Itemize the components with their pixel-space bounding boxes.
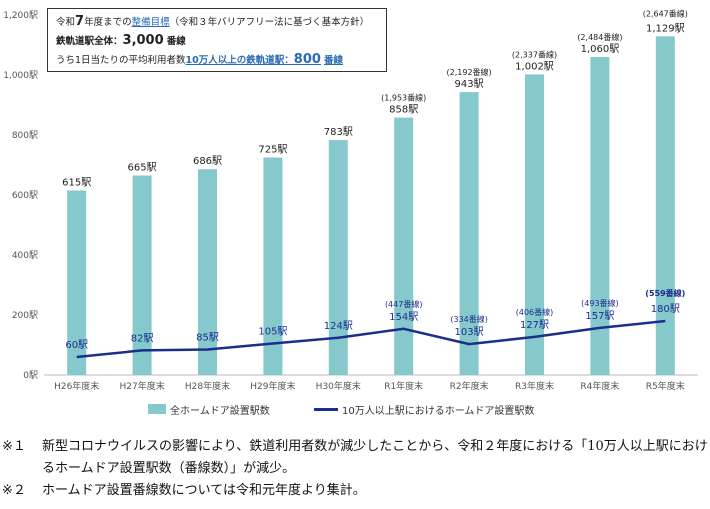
y-tick-label: 600駅	[12, 190, 38, 201]
target-line3-pre: うち1日当たりの平均利用者数	[56, 55, 186, 66]
target-line2-pre: 鉄軌道駅全体	[56, 36, 114, 47]
bar-value-label: 1,129駅	[646, 22, 685, 34]
legend: 全ホームドア設置駅数 10万人以上駅におけるホームドア設置駅数	[0, 401, 710, 417]
line-track-count-label: (406番線)	[516, 307, 554, 317]
target-line1-post: （令和３年バリアフリー法に基づく基本方針）	[169, 17, 370, 28]
bar	[394, 117, 414, 375]
x-tick-label: H26年度末	[54, 380, 99, 392]
line-value-label: 180駅	[651, 303, 680, 315]
target-line1-num: 7	[75, 14, 85, 29]
legend-line-swatch	[314, 408, 338, 411]
target-line-2: 鉄軌道駅全体：3,000 番線	[56, 32, 378, 51]
note-1-text: 新型コロナウイルスの影響により、鉄道利用者数が減少したことから、令和２年度におけ…	[42, 439, 708, 476]
line-track-count-label: (559番線)	[645, 288, 685, 298]
line-path	[76, 319, 666, 359]
y-tick-label: 1,200駅	[3, 10, 38, 21]
x-tick-label: H28年度末	[185, 380, 230, 392]
notes: ※１ 新型コロナウイルスの影響により、鉄道利用者数が減少したことから、令和２年度…	[2, 436, 708, 502]
bar-track-count-label: (2,192番線)	[447, 67, 492, 77]
y-tick-label: 1,000駅	[3, 70, 38, 81]
note-1-mark: ※１	[2, 439, 26, 454]
y-tick-label: 400駅	[12, 250, 38, 261]
x-axis: H26年度末 H27年度末 H28年度末 H29年度末 H30年度末 R1年度末 R2年度末…	[54, 380, 685, 392]
bar-track-count-label: (2,337番線)	[512, 49, 557, 59]
target-line1-link[interactable]: 整備目標	[131, 17, 170, 28]
target-line3-num: 800	[293, 52, 321, 67]
line-value-label: 103駅	[455, 326, 484, 338]
line-value-label: 157駅	[585, 310, 614, 322]
bar-value-label: 615駅	[62, 177, 91, 189]
y-axis: 0駅 200駅 400駅 600駅 800駅 1,000駅 1,200駅	[3, 10, 698, 381]
line-value-label: 124駅	[324, 320, 353, 332]
bar	[132, 175, 152, 375]
line-track-count-label: (447番線)	[385, 299, 423, 309]
x-tick-label: R2年度末	[450, 380, 489, 392]
legend-line-label: 10万人以上駅におけるホームドア設置駅数	[342, 406, 535, 417]
target-box: 令和7年度までの整備目標（令和３年バリアフリー法に基づく基本方針） 鉄軌道駅全体…	[47, 8, 387, 72]
target-line3-colon: ：	[284, 55, 294, 66]
line-track-count-label: (334番線)	[450, 314, 488, 324]
target-line-3: うち1日当たりの平均利用者数10万人以上の鉄軌道駅：800 番線	[56, 51, 378, 70]
legend-bar-label: 全ホームドア設置駅数	[170, 406, 270, 417]
note-2-mark: ※２	[2, 483, 26, 498]
target-line3-post: 番線	[323, 55, 343, 66]
target-line2-colon: ：	[113, 36, 123, 47]
line-value-label: 154駅	[389, 311, 418, 323]
line-series: 60駅 82駅 85駅 105駅 124駅 154駅 (447番線) 103駅 (334番線) 1…	[65, 288, 685, 359]
note-2-text: ホームドア設置番線数については令和元年度より集計。	[42, 483, 366, 498]
bar-value-label: 686駅	[193, 155, 222, 167]
note-2: ※２ ホームドア設置番線数については令和元年度より集計。	[2, 480, 708, 502]
bar-series: 615駅665駅686駅725駅783駅858駅(1,953番線)943駅(2,…	[62, 8, 688, 376]
bar-value-label: 943駅	[455, 78, 484, 90]
bar	[198, 169, 217, 375]
bar-value-label: 665駅	[128, 162, 157, 174]
target-line3-link[interactable]: 10万人以上の鉄軌道駅	[185, 55, 285, 66]
y-tick-label: 800駅	[12, 130, 38, 141]
x-tick-label: H27年度末	[119, 380, 164, 392]
target-line1-pre: 令和	[56, 17, 76, 28]
bar-track-count-label: (2,647番線)	[643, 8, 688, 18]
bar-track-count-label: (1,953番線)	[381, 93, 426, 103]
bar	[655, 36, 675, 376]
bar	[263, 157, 283, 375]
x-tick-label: R5年度末	[646, 380, 685, 392]
line-value-label: 127駅	[520, 319, 549, 331]
x-tick-label: H30年度末	[316, 380, 361, 392]
line-value-label: 60駅	[65, 339, 88, 351]
y-tick-label: 200駅	[12, 310, 38, 321]
x-tick-label: R1年度末	[384, 380, 423, 392]
line-value-label: 82駅	[131, 332, 154, 344]
bar	[459, 92, 479, 375]
bar-value-label: 858駅	[389, 104, 418, 116]
x-tick-label: R3年度末	[515, 380, 554, 392]
bar-track-count-label: (2,484番線)	[577, 32, 622, 42]
bar	[67, 190, 87, 375]
legend-bar-swatch	[148, 404, 166, 414]
bar	[590, 57, 610, 375]
bar-value-label: 725駅	[258, 144, 287, 156]
target-line2-post: 番線	[166, 36, 186, 47]
bar	[525, 74, 544, 376]
bar-value-label: 1,002駅	[515, 60, 554, 72]
bar-value-label: 783駅	[324, 126, 353, 138]
y-tick-label: 0駅	[23, 370, 38, 381]
line-value-label: 105駅	[258, 326, 287, 338]
line-value-label: 85駅	[196, 332, 219, 344]
bar	[328, 140, 348, 375]
line-track-count-label: (493番線)	[581, 298, 619, 308]
note-1: ※１ 新型コロナウイルスの影響により、鉄道利用者数が減少したことから、令和２年度…	[2, 436, 708, 480]
x-tick-label: R4年度末	[580, 380, 619, 392]
x-tick-label: H29年度末	[250, 380, 295, 392]
bar-value-label: 1,060駅	[581, 43, 620, 55]
target-line1-mid: 年度までの	[84, 17, 132, 28]
target-line-1: 令和7年度までの整備目標（令和３年バリアフリー法に基づく基本方針）	[56, 13, 378, 32]
target-line2-num: 3,000	[122, 33, 164, 48]
